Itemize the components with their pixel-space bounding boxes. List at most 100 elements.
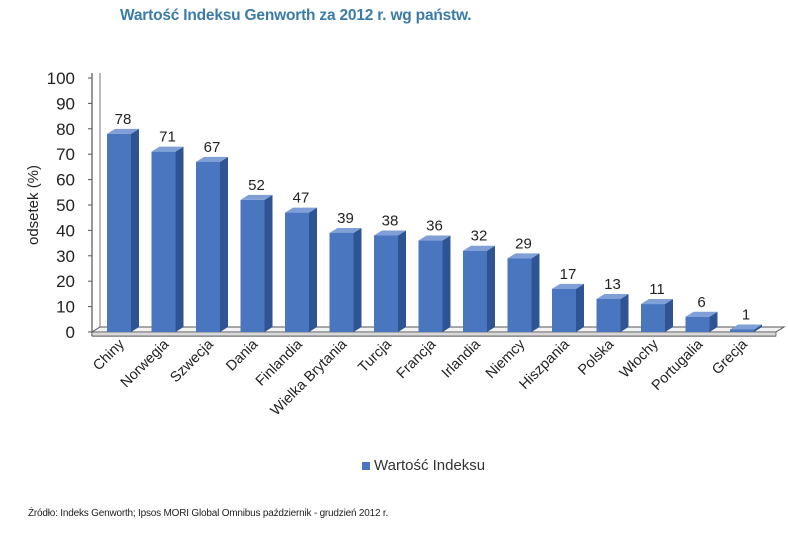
bar (329, 227, 362, 332)
bar (418, 235, 451, 332)
bar-top (285, 207, 317, 213)
bar-side (531, 253, 540, 332)
y-tick-label: 60 (56, 171, 75, 190)
bar (730, 324, 762, 332)
x-tick-label: Polska (575, 336, 618, 379)
data-labels: 78 71 67 52 47 39 38 36 32 29 17 13 11 6 1 (115, 111, 751, 324)
bar-front (685, 316, 710, 332)
bar (507, 253, 540, 332)
bar-front (151, 151, 176, 332)
bar-front (285, 212, 309, 332)
y-tick-label: 20 (56, 272, 75, 291)
bar-front (463, 250, 487, 332)
x-tick-label: Irlandia (439, 336, 485, 382)
bar-side (576, 283, 584, 332)
bar-side (442, 235, 451, 332)
source-note: Źródło: Indeks Genworth; Ipsos MORI Glob… (28, 508, 389, 519)
data-label: 52 (248, 177, 265, 194)
data-label: 71 (159, 129, 176, 146)
data-label: 11 (649, 281, 665, 298)
bar (285, 207, 317, 332)
bar-front (374, 235, 398, 332)
bar (240, 194, 273, 332)
data-label: 36 (426, 218, 443, 235)
bar-side (220, 156, 228, 332)
bar (107, 128, 139, 332)
y-tick-label: 30 (56, 247, 75, 266)
legend-swatch (362, 461, 370, 470)
x-tick-label: Turcja (355, 336, 395, 376)
bar-front (596, 298, 621, 332)
x-tick-label: Szwecja (167, 336, 217, 386)
bar (463, 245, 495, 332)
bar-top (240, 194, 273, 200)
bar-top (107, 128, 139, 134)
bar-top (463, 245, 495, 251)
data-label: 32 (471, 228, 488, 245)
data-label: 38 (382, 212, 399, 229)
bar (641, 299, 673, 332)
x-tick-label: Francja (394, 336, 440, 382)
bar (552, 283, 584, 332)
bar-front (107, 133, 131, 332)
x-tick-label: Hiszpania (516, 336, 573, 393)
bar-top (507, 253, 540, 259)
bar-top (329, 227, 362, 233)
legend: Wartość Indeksu (362, 457, 485, 474)
bar-side (309, 207, 317, 332)
y-tick-label: 10 (56, 298, 75, 317)
floor-edge (91, 331, 777, 337)
bar-front (418, 240, 443, 332)
bar-top (641, 299, 673, 305)
bar-front (240, 199, 265, 332)
legend-label: Wartość Indeksu (374, 457, 486, 474)
bar-side (131, 128, 139, 332)
data-label: 47 (293, 190, 310, 207)
bar-top (374, 230, 406, 236)
bar-top (151, 146, 184, 152)
bar-top (418, 235, 451, 241)
bar-front (552, 288, 576, 332)
data-label: 13 (604, 276, 621, 293)
data-label: 6 (697, 294, 705, 311)
y-tick-label: 100 (47, 69, 75, 88)
x-tick-label: Chiny (90, 336, 128, 374)
bar (685, 311, 718, 332)
y-tick-label: 50 (56, 196, 75, 215)
bar (196, 156, 228, 332)
y-tick-label: 40 (56, 221, 75, 240)
bar-side (398, 230, 406, 332)
bar-front (196, 161, 220, 332)
bar-front (329, 232, 354, 332)
bar-front (507, 258, 532, 332)
bar-top (552, 283, 584, 289)
bar-top (730, 324, 762, 330)
bar-front (730, 329, 754, 332)
y-tick-label: 80 (56, 120, 75, 139)
data-label: 67 (204, 139, 221, 156)
bar-side (709, 311, 718, 332)
bar-side (620, 293, 629, 332)
bar-top (685, 311, 718, 317)
bar-side (754, 324, 762, 332)
x-tick-label: Dania (223, 336, 262, 375)
y-tick-label: 70 (56, 145, 75, 164)
x-tick-label: Grecja (709, 336, 751, 378)
bar-side (665, 299, 673, 332)
bar-top (196, 156, 228, 162)
x-tick-label: Norwegia (118, 336, 173, 391)
bar-side (175, 146, 184, 332)
bar (596, 293, 629, 332)
x-tick-label: Wielka Brytania (268, 336, 351, 419)
bar (374, 230, 406, 332)
bar-front (641, 304, 665, 332)
y-tick-labels: 0 10 20 30 40 50 60 70 80 90 100 (47, 69, 92, 342)
bar-side (487, 245, 495, 332)
bars (107, 128, 762, 332)
y-tick-label: 0 (66, 323, 75, 342)
bar (151, 146, 184, 332)
data-label: 1 (742, 306, 750, 323)
data-label: 17 (560, 266, 577, 283)
